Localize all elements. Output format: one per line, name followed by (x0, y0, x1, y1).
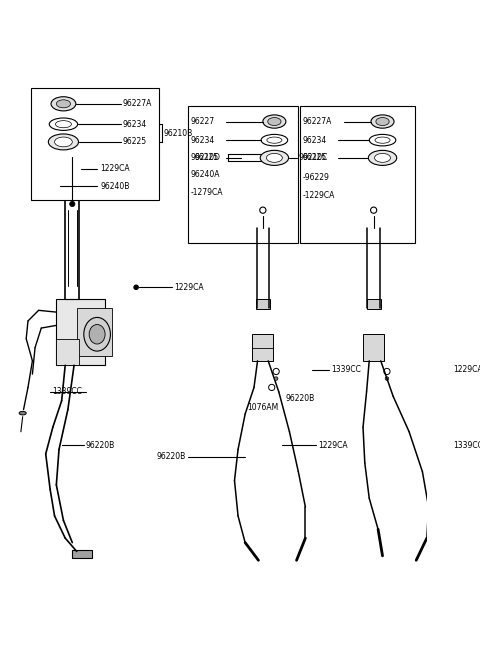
Text: 96234: 96234 (123, 120, 147, 129)
Ellipse shape (48, 134, 79, 150)
Bar (252, 334, 274, 361)
Bar (56, 299, 105, 365)
Ellipse shape (260, 207, 266, 214)
Ellipse shape (375, 137, 390, 143)
Ellipse shape (19, 411, 26, 415)
Text: 96234: 96234 (303, 135, 327, 145)
Text: 96240B: 96240B (101, 182, 130, 191)
Text: 96240A: 96240A (190, 170, 220, 179)
Text: 1339CC: 1339CC (454, 441, 480, 449)
Ellipse shape (374, 154, 391, 162)
Text: 96210B: 96210B (164, 129, 193, 137)
Ellipse shape (84, 317, 110, 351)
Text: 1229CA: 1229CA (174, 283, 204, 292)
Bar (72, 550, 92, 558)
Ellipse shape (369, 135, 396, 146)
Text: 1339CC: 1339CC (331, 365, 361, 374)
Ellipse shape (263, 115, 286, 128)
Ellipse shape (49, 118, 78, 130)
Text: 1229CA: 1229CA (101, 164, 130, 173)
Bar (363, 334, 384, 361)
Ellipse shape (55, 137, 72, 147)
Text: 1339CC: 1339CC (52, 388, 82, 396)
Text: 96225: 96225 (123, 137, 147, 147)
Ellipse shape (261, 135, 288, 146)
Text: 96225: 96225 (303, 153, 327, 162)
Text: 1229CA: 1229CA (318, 441, 348, 449)
Ellipse shape (384, 369, 390, 374)
Text: -1229CA: -1229CA (303, 191, 335, 200)
Ellipse shape (89, 325, 105, 344)
Ellipse shape (134, 285, 138, 290)
Ellipse shape (376, 118, 389, 125)
Ellipse shape (260, 150, 288, 166)
Text: 1076AM: 1076AM (247, 403, 278, 413)
Text: -96229: -96229 (303, 173, 330, 182)
Ellipse shape (275, 377, 278, 380)
Text: 96210C: 96210C (298, 153, 328, 162)
Text: 96210D: 96210D (190, 153, 220, 162)
Bar (367, 299, 381, 309)
Ellipse shape (268, 118, 281, 125)
Text: 1229CA: 1229CA (454, 365, 480, 374)
Text: -1279CA: -1279CA (190, 188, 223, 197)
Bar (256, 299, 270, 309)
Text: 96227A: 96227A (123, 99, 152, 108)
Ellipse shape (371, 207, 377, 214)
Text: 96220B: 96220B (285, 394, 314, 403)
Ellipse shape (51, 97, 76, 111)
Ellipse shape (56, 100, 71, 108)
Bar (300, 106, 415, 243)
Ellipse shape (371, 115, 394, 128)
Ellipse shape (273, 369, 279, 374)
Text: 96220B: 96220B (85, 441, 115, 449)
Text: 96225: 96225 (194, 153, 219, 162)
Text: 96234: 96234 (190, 135, 215, 145)
Bar (188, 106, 298, 243)
Text: 96227A: 96227A (303, 117, 332, 126)
Ellipse shape (70, 201, 75, 207)
Ellipse shape (266, 154, 282, 162)
Bar (31, 88, 159, 200)
Ellipse shape (269, 384, 275, 390)
Ellipse shape (56, 121, 72, 127)
Bar (77, 307, 112, 356)
Text: 96227: 96227 (190, 117, 214, 126)
Ellipse shape (385, 377, 389, 380)
Bar (56, 339, 79, 365)
Ellipse shape (267, 137, 282, 143)
Ellipse shape (368, 150, 396, 166)
Text: 96220B: 96220B (156, 452, 186, 461)
